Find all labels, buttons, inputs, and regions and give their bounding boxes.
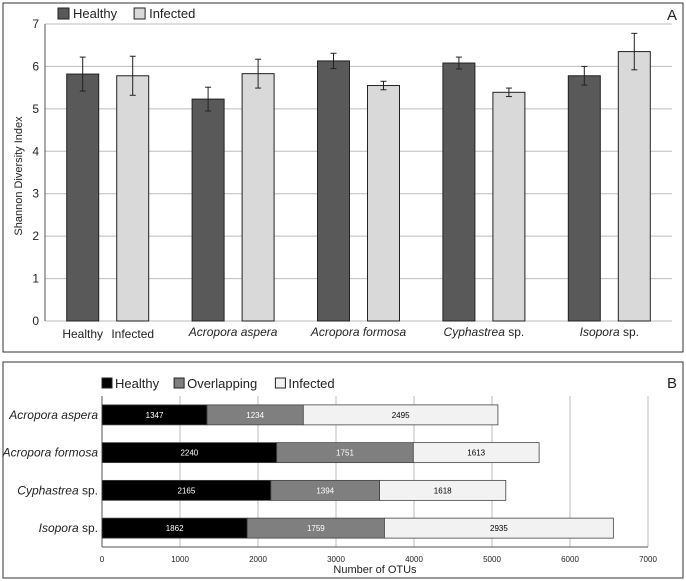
bar-a-healthy [317, 60, 350, 322]
data-label-b: 1862 [166, 524, 184, 533]
ytick-a: 7 [32, 17, 39, 31]
xtick-b: 2000 [249, 555, 267, 564]
legend-label-b: Overlapping [187, 376, 257, 391]
xtick-b: 4000 [405, 555, 423, 564]
data-label-b: 1234 [246, 411, 264, 420]
xtick-b: 1000 [171, 555, 189, 564]
legend-swatch-b [274, 377, 286, 389]
bar-a-healthy [567, 75, 601, 322]
xtick-b: 3000 [327, 555, 345, 564]
ytick-a: 6 [32, 59, 39, 73]
ytick-b: Cyphastrea sp. [17, 483, 98, 497]
data-label-b: 1613 [467, 449, 485, 458]
legend-swatch-a [133, 7, 146, 20]
ytick-a: 0 [32, 314, 39, 328]
legend-swatch-b [101, 377, 113, 389]
legend-swatch-b [173, 377, 185, 389]
panel-a-letter: A [667, 7, 677, 24]
bar-a-healthy [66, 73, 100, 322]
legend-label-b: Infected [288, 376, 334, 391]
bar-a-healthy [191, 98, 225, 322]
data-label-b: 1759 [307, 524, 325, 533]
xtick-a: Isopora sp. [580, 325, 639, 339]
data-label-b: 2165 [178, 486, 196, 495]
bar-a-healthy [442, 62, 476, 322]
bar-a-infected [367, 85, 400, 322]
ytick-b: Acropora aspera [8, 408, 98, 422]
ytick-b: Isopora sp. [39, 521, 98, 535]
xtick-b: 6000 [561, 555, 579, 564]
ytick-a: 5 [32, 102, 39, 116]
bar-b-infected [384, 517, 614, 539]
panel-a-ylabel: Shannon Diversity Index [13, 116, 25, 236]
xtick-a: Acropora aspera [188, 325, 278, 339]
ytick-b: Acropora formosa [2, 446, 99, 460]
bar-a-infected [116, 75, 150, 322]
xtick-a: Healthy [62, 327, 103, 341]
panel-b-frame [2, 361, 684, 579]
panel-a-plot: 0 1 2 3 4 5 6 7 Healthy Infected Acropora aspera Ac… [32, 6, 672, 341]
ytick-a: 4 [32, 144, 39, 158]
ytick-a: 1 [32, 272, 39, 286]
data-label-b: 2495 [392, 411, 410, 420]
data-label-b: 1394 [316, 486, 334, 495]
bar-a-infected [492, 91, 526, 322]
data-label-b: 1618 [434, 486, 452, 495]
bar-a-infected [241, 73, 275, 322]
data-label-b: 2935 [490, 524, 508, 533]
xtick-a: Acropora formosa [310, 325, 407, 339]
xtick-b: 0 [100, 555, 105, 564]
data-label-b: 1751 [336, 449, 354, 458]
panel-b-xlabel: Number of OTUs [333, 564, 417, 576]
legend-label-b: Healthy [115, 376, 160, 391]
ytick-a: 3 [32, 187, 39, 201]
panel-b-plot: 0 1000 2000 3000 4000 5000 6000 7000 1347 1234 249… [2, 376, 658, 564]
bar-b-infected [412, 442, 540, 464]
ytick-a: 2 [32, 229, 39, 243]
bar-b-infected [302, 404, 499, 426]
legend-label-a: Infected [149, 6, 195, 21]
xtick-a: Cyphastrea sp. [444, 325, 525, 339]
xtick-a: Infected [111, 327, 154, 341]
panel-b-letter: B [667, 375, 677, 392]
data-label-b: 1347 [146, 411, 164, 420]
xtick-b: 5000 [483, 555, 501, 564]
xtick-b: 7000 [639, 555, 657, 564]
bar-a-infected [617, 51, 651, 322]
bar-b-infected [379, 479, 507, 501]
legend-swatch-a [57, 7, 70, 20]
legend-label-a: Healthy [73, 6, 118, 21]
data-label-b: 2240 [180, 449, 198, 458]
